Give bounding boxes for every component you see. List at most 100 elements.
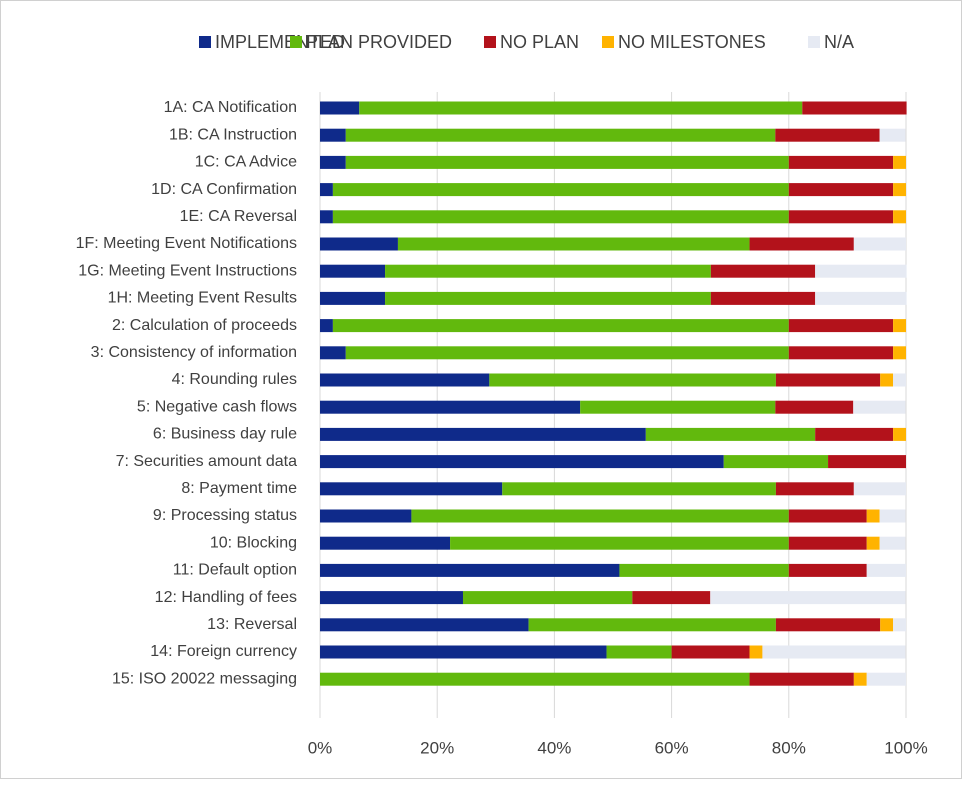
bar-segment: [710, 291, 816, 305]
bar-segment: [489, 373, 776, 387]
bar-segment: [606, 645, 672, 659]
bar-segment: [320, 591, 463, 605]
y-tick-label: 1A: CA Notification: [164, 99, 297, 116]
legend-label: NO MILESTONES: [618, 32, 766, 52]
bar-segment: [710, 591, 906, 605]
bar-segment: [749, 237, 854, 251]
bar-segment: [879, 536, 906, 550]
bar-segment: [893, 346, 906, 360]
bar-segment: [788, 509, 867, 523]
x-tick-label: 0%: [308, 738, 333, 757]
y-tick-label: 1C: CA Advice: [195, 154, 297, 171]
bar-segment: [815, 291, 907, 305]
y-tick-label: 1D: CA Confirmation: [151, 181, 297, 198]
y-tick-label: 11: Default option: [173, 562, 297, 579]
y-tick-label: 2: Calculation of proceeds: [112, 317, 297, 334]
bar-segment: [462, 591, 633, 605]
bar-segment: [345, 155, 789, 169]
bar-segment: [853, 672, 867, 686]
y-tick-label: 6: Business day rule: [153, 426, 297, 443]
bar-segment: [788, 319, 894, 333]
bar-segment: [320, 291, 386, 305]
bar-segment: [320, 482, 503, 496]
bar-segment: [332, 210, 789, 224]
bar-segment: [320, 101, 360, 115]
bar-segment: [866, 536, 880, 550]
bar-segment: [710, 264, 816, 278]
bar-segment: [320, 373, 490, 387]
legend-swatch: [602, 36, 614, 48]
y-tick-label: 14: Foreign currency: [150, 643, 297, 660]
bar-segment: [332, 319, 789, 333]
bar-segment: [385, 291, 711, 305]
bar-segment: [320, 183, 333, 197]
bar-segment: [880, 373, 894, 387]
bar-segment: [775, 482, 854, 496]
y-tick-label: 12: Handling of fees: [155, 589, 297, 606]
bar-segment: [893, 183, 906, 197]
y-tick-label: 5: Negative cash flows: [137, 398, 297, 415]
legend-label: NO PLAN: [500, 32, 579, 52]
legend-swatch: [808, 36, 820, 48]
bar-segment: [723, 455, 829, 469]
bar-segment: [815, 264, 907, 278]
bar-segment: [359, 101, 803, 115]
x-tick-label: 20%: [420, 738, 454, 757]
bar-segment: [320, 427, 646, 441]
bar-segment: [345, 346, 789, 360]
bar-segment: [866, 563, 906, 577]
bar-segment: [749, 645, 763, 659]
y-tick-label: 8: Payment time: [181, 480, 297, 497]
bar-segment: [502, 482, 776, 496]
bar-segment: [320, 563, 620, 577]
legend-label: N/A: [824, 32, 854, 52]
bar-segment: [320, 400, 581, 414]
bar-segment: [880, 618, 894, 632]
bar-segment: [645, 427, 816, 441]
y-tick-label: 1F: Meeting Event Notifications: [76, 235, 297, 252]
bar-segment: [893, 427, 906, 441]
bar-segment: [853, 482, 906, 496]
bar-segment: [320, 155, 346, 169]
bar-segment: [788, 210, 894, 224]
bar-segment: [893, 210, 906, 224]
bar-segment: [788, 183, 894, 197]
x-tick-label: 100%: [884, 738, 927, 757]
bar-segment: [411, 509, 789, 523]
bar-segment: [528, 618, 776, 632]
y-tick-label: 7: Securities amount data: [116, 453, 298, 470]
legend-swatch: [199, 36, 211, 48]
bar-segment: [788, 563, 867, 577]
legend-swatch: [290, 36, 302, 48]
bar-segment: [879, 509, 906, 523]
y-tick-label: 10: Blocking: [210, 534, 297, 551]
bar-segment: [775, 128, 880, 142]
bar-segment: [893, 373, 906, 387]
bar-segment: [671, 645, 750, 659]
bar-segment: [853, 237, 906, 251]
legend-label: IMPLEMENTED: [215, 32, 345, 52]
bar-segment: [866, 509, 880, 523]
y-tick-label: 1E: CA Reversal: [180, 208, 297, 225]
bar-segment: [619, 563, 789, 577]
bar-segment: [788, 346, 894, 360]
bar-segment: [893, 155, 906, 169]
x-tick-label: 60%: [655, 738, 689, 757]
y-tick-label: 1G: Meeting Event Instructions: [78, 262, 297, 279]
bar-segment: [450, 536, 789, 550]
y-tick-label: 1B: CA Instruction: [169, 126, 297, 143]
bar-segment: [320, 210, 333, 224]
bar-segment: [320, 509, 412, 523]
bar-segment: [320, 264, 386, 278]
bar-segment: [866, 672, 906, 686]
bar-segment: [320, 346, 346, 360]
bar-segment: [397, 237, 750, 251]
bar-segment: [749, 672, 854, 686]
bar-segment: [320, 672, 750, 686]
bar-segment: [332, 183, 789, 197]
y-tick-label: 1H: Meeting Event Results: [108, 290, 297, 307]
bar-segment: [775, 400, 854, 414]
y-tick-label: 4: Rounding rules: [172, 371, 297, 388]
